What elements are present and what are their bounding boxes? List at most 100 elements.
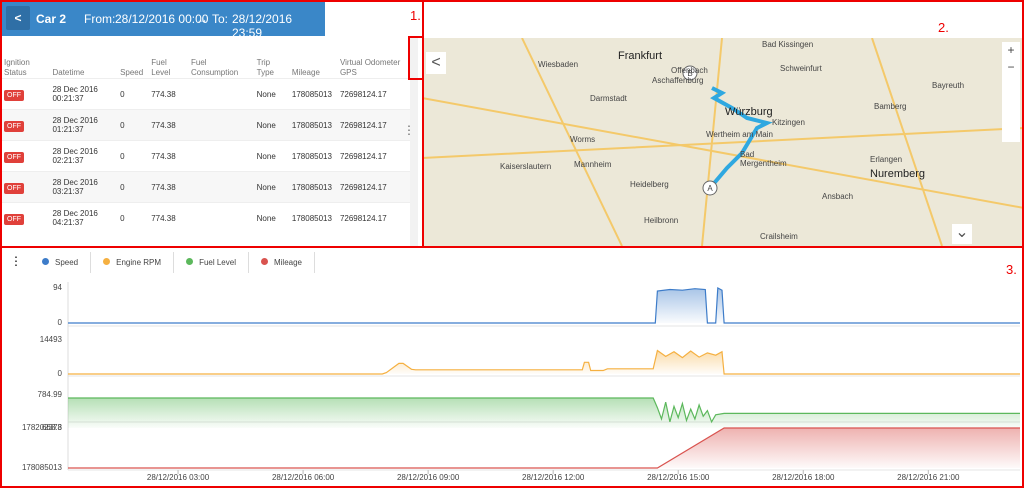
table-cell: 72698124.17 xyxy=(335,109,410,141)
table-cell: 0 xyxy=(116,109,148,141)
legend-item: Speed xyxy=(30,252,92,273)
vehicle: Car 2 xyxy=(36,12,67,26)
table-cell: 178085013 xyxy=(287,140,336,172)
table-cell: 0 xyxy=(116,140,148,172)
status-badge: OFF xyxy=(4,182,24,194)
column-header: Trip Type xyxy=(256,58,274,77)
scrollbar[interactable] xyxy=(410,38,418,246)
table-cell xyxy=(187,171,253,203)
place: Darmstadt xyxy=(590,94,627,103)
legend-swatch xyxy=(103,258,111,265)
table-cell: 28 Dec 2016 01:21:37 xyxy=(48,109,117,141)
legend-label: Fuel Level xyxy=(199,258,236,267)
trip-panel: < Car 2 From: 28/12/2016 00:00 → To: 28/… xyxy=(0,0,422,246)
header: < Car 2 From: 28/12/2016 00:00 → To: 28/… xyxy=(0,0,325,40)
legend-item: Engine RPM xyxy=(91,252,175,273)
table-cell: 178085013 xyxy=(287,109,336,141)
place: Nuremberg xyxy=(870,168,926,180)
highlight xyxy=(422,0,1024,248)
place: Wiesbaden xyxy=(538,60,579,69)
cell-text: 72698124.17 xyxy=(339,120,387,130)
cell-text: 178085013 xyxy=(291,151,332,161)
place: Heilbronn xyxy=(644,216,679,225)
place: Erlangen xyxy=(870,155,903,164)
svg-text:A: A xyxy=(707,184,713,193)
place: Frankfurt xyxy=(618,50,663,62)
cell-text: 0 xyxy=(120,182,125,192)
table-cell xyxy=(187,78,253,110)
table-cell: 178085013 xyxy=(287,202,336,233)
to-label: To: xyxy=(212,12,229,26)
place: Bad Kissingen xyxy=(762,40,814,49)
table-cell xyxy=(187,140,253,172)
cell-text: 178085013 xyxy=(291,213,332,223)
place: Crailsheim xyxy=(760,232,798,241)
column-header: Ignition Status xyxy=(4,58,30,77)
table-cell: 774.38 xyxy=(147,109,188,141)
legend-swatch xyxy=(42,258,49,265)
place: Offenbach xyxy=(671,66,708,75)
legend-label: Engine RPM xyxy=(116,258,162,267)
table-cell: OFF xyxy=(0,78,49,110)
cell-text: 72698124.17 xyxy=(339,213,387,223)
table-row: OFF 28 Dec 2016 00:21:37 0 774.38 None 178085… xyxy=(0,78,410,110)
place: Aschaffenburg xyxy=(652,76,704,85)
table-row: OFF 28 Dec 2016 04:21:37 0 774.38 None 178085… xyxy=(0,202,410,233)
place: Heidelberg xyxy=(630,180,669,189)
place: Würzburg xyxy=(725,106,773,118)
place: Schweinfurt xyxy=(780,64,822,73)
legend-item: Fuel Level xyxy=(174,252,249,273)
zoom-controls[interactable]: + − xyxy=(1002,42,1020,142)
table-cell: None xyxy=(252,109,288,141)
cell-text: None xyxy=(256,213,276,223)
status-badge: OFF xyxy=(4,120,24,132)
cell-text: 0 xyxy=(120,120,125,130)
arrow: → xyxy=(196,12,208,26)
place: Bayreuth xyxy=(932,81,965,90)
cell-text: 178085013 xyxy=(291,120,332,130)
table-cell: 774.38 xyxy=(147,140,188,172)
table-cell: 28 Dec 2016 04:21:37 xyxy=(48,202,117,233)
cell-text: 0 xyxy=(120,151,125,161)
table-cell: 72698124.17 xyxy=(335,140,410,172)
legend-label: Mileage xyxy=(273,258,302,267)
cell-text: 178085013 xyxy=(291,182,332,192)
table-cell: OFF xyxy=(0,171,49,203)
column-header: Speed xyxy=(120,68,144,77)
table-cell: 774.38 xyxy=(147,171,188,203)
table-cell: 0 xyxy=(116,171,148,203)
place: Kitzingen xyxy=(772,118,805,127)
expand-button[interactable]: ⌄ xyxy=(952,224,972,244)
svg-text:B: B xyxy=(687,69,692,78)
table-cell: None xyxy=(252,78,288,110)
back-button[interactable]: < xyxy=(6,6,30,30)
cell-text: 28 Dec 2016 01:21:37 xyxy=(52,116,98,134)
map[interactable]: B A Frankfurt Offenbach Wiesbaden Aschaf… xyxy=(422,38,1024,246)
menu-icon[interactable]: ⋮ xyxy=(403,123,415,137)
table-cell: 28 Dec 2016 00:21:37 xyxy=(48,78,117,110)
cell-text: 774.38 xyxy=(151,182,176,192)
legend-item: Mileage xyxy=(249,252,315,273)
cell-text: 28 Dec 2016 04:21:37 xyxy=(52,209,98,227)
menu-icon[interactable]: ⋮ xyxy=(10,254,22,268)
cell-text: 0 xyxy=(120,213,125,223)
place: Mannheim xyxy=(574,160,612,169)
column-header: Fuel Consumption xyxy=(191,58,239,77)
cell-text: None xyxy=(256,182,276,192)
cell-text: 72698124.17 xyxy=(339,182,387,192)
place: Bamberg xyxy=(874,102,907,111)
annotation: 3. xyxy=(1006,262,1017,277)
table-cell: 72698124.17 xyxy=(335,171,410,203)
trip-table: Ignition Status Datetime Speed Fuel Level Fu… xyxy=(0,38,410,233)
cell-text: None xyxy=(256,120,276,130)
cell-text: 774.38 xyxy=(151,151,176,161)
table-cell: 0 xyxy=(116,78,148,110)
column-header: Datetime xyxy=(52,68,85,77)
collapse-button[interactable]: < xyxy=(426,52,446,74)
cell-text: 28 Dec 2016 00:21:37 xyxy=(52,85,98,103)
table-cell: 0 xyxy=(116,202,148,233)
cell-text: 28 Dec 2016 03:21:37 xyxy=(52,178,98,196)
cell-text: 774.38 xyxy=(151,89,176,99)
to: 28/12/2016 23:59 xyxy=(232,12,293,40)
